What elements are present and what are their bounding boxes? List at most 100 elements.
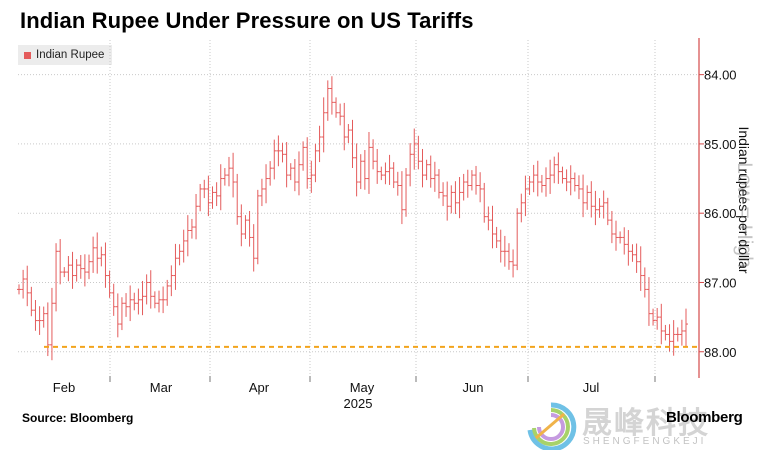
watermark-text: 晟峰科技	[582, 406, 710, 441]
ohlc-bar	[490, 205, 495, 249]
x-tick-label: Jun	[463, 380, 484, 395]
ohlc-bar	[33, 300, 38, 331]
ohlc-bar	[255, 189, 260, 265]
ohlc-bar	[231, 152, 236, 198]
ohlc-bar	[424, 159, 429, 181]
ohlc-bar	[222, 168, 227, 186]
ohlc-bar	[366, 132, 371, 194]
watermark-subtext: SHENGFENGKEJI	[583, 436, 707, 447]
ohlc-bar	[247, 210, 252, 247]
ohlc-bar	[165, 279, 170, 306]
ohlc-bar	[70, 251, 75, 289]
ohlc-bar	[535, 160, 540, 197]
ohlc-bar	[642, 267, 647, 298]
legend-label: Indian Rupee	[36, 49, 105, 61]
ohlc-bar	[634, 243, 639, 273]
ohlc-bar	[494, 226, 499, 248]
ohlc-bar	[21, 269, 26, 299]
ohlc-bar	[152, 291, 157, 309]
ohlc-bar	[86, 254, 91, 280]
ohlc-bar	[684, 308, 688, 347]
ohlc-bar	[169, 265, 174, 297]
ohlc-bar	[45, 302, 50, 357]
ohlc-bar	[346, 124, 351, 144]
ohlc-bar	[362, 150, 367, 190]
ohlc-bar	[597, 198, 602, 218]
ohlc-bar	[527, 175, 532, 195]
ohlc-bar	[115, 293, 120, 338]
ohlc-bar	[412, 128, 417, 170]
ohlc-bar	[391, 162, 396, 189]
ohlc-bar	[239, 204, 244, 247]
ohlc-bar	[399, 171, 404, 225]
ohlc-bar	[523, 175, 528, 217]
ohlc-bar	[58, 239, 63, 285]
ohlc-bar	[675, 327, 680, 342]
ohlc-bar	[371, 139, 376, 170]
ohlc-bar	[243, 215, 248, 239]
ohlc-bar	[498, 229, 503, 263]
y-tick-label: 85.00	[704, 137, 737, 152]
ohlc-bar	[630, 244, 635, 262]
ohlc-bar	[309, 160, 314, 193]
ohlc-bar	[395, 171, 400, 196]
ohlc-bar	[128, 285, 133, 322]
ohlc-bar	[276, 135, 281, 167]
ohlc-bar	[593, 190, 598, 226]
ohlc-bar	[486, 206, 491, 231]
ohlc-bar	[358, 154, 363, 190]
ohlc-bar	[564, 169, 569, 192]
ohlc-bar	[17, 284, 21, 295]
axes: 84.00 85.00 86.00 87.00 88.00 Feb Mar Apr May Jun…	[53, 38, 737, 411]
ohlc-bar	[453, 181, 458, 215]
ohlc-bar	[445, 181, 450, 221]
ohlc-bar	[334, 97, 339, 118]
ohlc-bar	[465, 169, 470, 198]
ohlc-bar	[296, 151, 301, 196]
ohlc-bar	[457, 177, 462, 219]
ohlc-bar	[461, 173, 466, 201]
ohlc-bar	[124, 293, 129, 317]
ohlc-bar	[305, 137, 310, 189]
ohlc-bar	[552, 156, 557, 184]
ohlc-bar	[259, 178, 264, 207]
ohlc-bar	[502, 235, 507, 267]
legend-swatch	[24, 51, 31, 59]
ohlc-bar	[519, 193, 524, 223]
ohlc-bar	[95, 232, 100, 274]
ohlc-bar	[198, 183, 203, 212]
ohlc-bar	[107, 270, 112, 298]
ohlc-bar	[482, 182, 487, 223]
ohlc-bar	[350, 119, 355, 168]
ohlc-bar	[206, 175, 211, 217]
ohlc-bar	[605, 197, 610, 226]
ohlc-bar	[317, 125, 322, 163]
ohlc-bar	[82, 254, 87, 287]
y-tick-label: 88.00	[704, 345, 737, 360]
ohlc-bar	[601, 190, 606, 219]
ohlc-bar	[581, 174, 586, 218]
y-tick-label: 87.00	[704, 275, 737, 290]
ohlc-bar	[441, 182, 446, 207]
ohlc-bar	[531, 164, 536, 193]
ohlc-bar	[375, 148, 380, 184]
x-tick-label: May	[350, 380, 375, 395]
ohlc-bar	[74, 259, 79, 282]
ohlc-bar	[66, 256, 71, 282]
ohlc-bar	[251, 224, 256, 272]
ohlc-bar	[210, 186, 215, 209]
ohlc-bar	[140, 280, 145, 316]
ohlc-bar	[342, 102, 347, 151]
ohlc-bar	[387, 154, 392, 185]
x-tick-label: Mar	[150, 380, 173, 395]
ohlc-bar	[25, 265, 30, 307]
ohlc-bar	[194, 194, 199, 240]
ohlc-bar	[185, 215, 190, 257]
year-label: 2025	[344, 396, 373, 411]
ohlc-bar	[383, 162, 388, 185]
source-note: Source: Bloomberg	[22, 411, 134, 425]
ohlc-bar	[119, 297, 124, 331]
ohlc-bar	[428, 155, 433, 188]
ohlc-bar	[321, 97, 326, 153]
